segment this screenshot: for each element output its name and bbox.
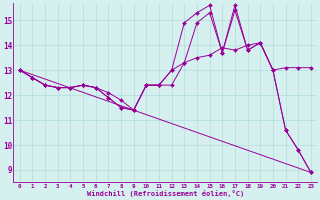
- X-axis label: Windchill (Refroidissement éolien,°C): Windchill (Refroidissement éolien,°C): [87, 190, 244, 197]
